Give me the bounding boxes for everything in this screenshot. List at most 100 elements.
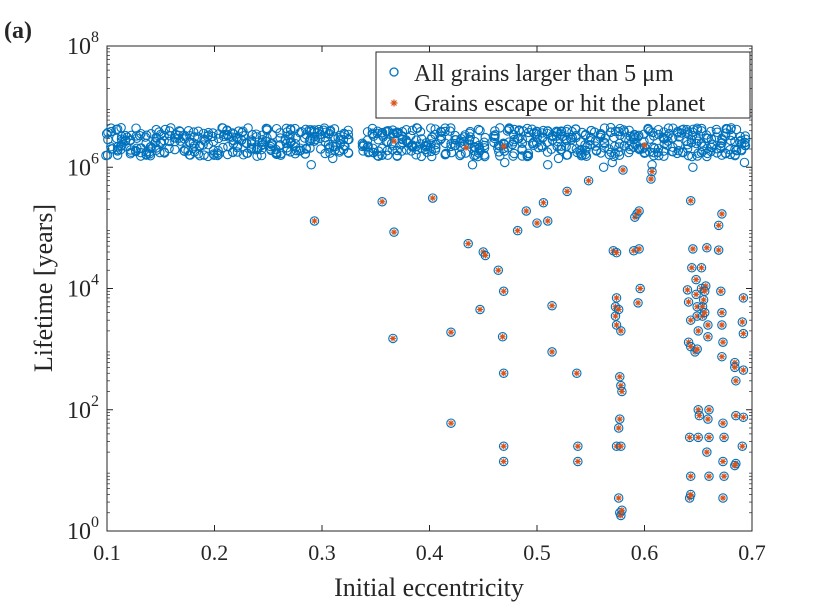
grain-point <box>618 165 628 175</box>
grain-point <box>203 139 214 150</box>
dense-band-points <box>101 122 751 162</box>
grain-point <box>387 129 398 139</box>
grain-point <box>718 493 728 503</box>
y-tick-exponent: 2 <box>91 393 99 410</box>
grain-point <box>441 149 451 159</box>
grain-point <box>691 289 701 300</box>
grain-point <box>730 144 740 155</box>
grain-point <box>635 283 645 294</box>
escape-hit-point <box>615 424 622 431</box>
grain-point <box>522 123 533 134</box>
y-tick-exponent: 8 <box>91 29 99 46</box>
grain-point <box>343 129 354 140</box>
escape-hit-point <box>721 473 728 480</box>
grain-point <box>672 126 683 137</box>
grain-point <box>304 125 315 135</box>
grain-point <box>737 441 748 451</box>
grain-point <box>713 220 724 231</box>
escape-hit-point <box>719 420 726 427</box>
grain-point <box>702 447 712 457</box>
escape-hit-point <box>701 288 708 295</box>
grain-point <box>739 157 750 168</box>
grain-point <box>704 404 714 415</box>
grain-point <box>556 129 566 139</box>
grain-point <box>300 149 311 159</box>
escape-hit-point <box>687 343 694 350</box>
grain-point <box>619 127 630 137</box>
grain-point <box>199 150 209 160</box>
escape-hit-point <box>700 296 707 303</box>
grain-point <box>523 151 534 161</box>
escape-hit-point <box>739 319 746 326</box>
grain-point <box>430 124 441 134</box>
escape-hit-point <box>613 321 620 328</box>
grain-point <box>718 418 728 428</box>
escape-hit-point <box>649 168 656 175</box>
grain-point <box>473 151 483 162</box>
grain-point <box>542 137 552 147</box>
grain-point <box>276 150 286 160</box>
escape-hit-point <box>685 298 692 305</box>
grain-point <box>725 145 735 155</box>
grain-point <box>613 423 624 433</box>
escape-hit-point <box>500 443 507 450</box>
grain-point <box>490 126 500 136</box>
escape-hit-point <box>636 207 643 214</box>
grain-point <box>135 130 145 141</box>
escape-hit-point <box>500 143 507 150</box>
grain-point <box>455 150 465 161</box>
grain-point <box>687 262 697 273</box>
y-tick-label: 106 <box>67 150 99 181</box>
grain-point <box>509 124 520 135</box>
escape-hit-point <box>379 198 386 205</box>
grain-point <box>232 147 243 157</box>
grain-point <box>653 124 664 135</box>
grain-point <box>440 123 450 133</box>
grain-point <box>362 127 373 137</box>
x-tick-label: 0.6 <box>631 540 659 565</box>
grain-point <box>159 147 169 157</box>
grain-point <box>479 137 489 148</box>
grain-point <box>703 332 713 342</box>
grain-point <box>599 143 610 153</box>
grain-point <box>372 150 383 161</box>
x-axis-label: Initial eccentricity <box>334 573 524 602</box>
grain-point <box>547 347 557 357</box>
grain-point <box>217 123 227 133</box>
grain-point <box>116 122 126 133</box>
grain-point <box>338 134 349 145</box>
y-tick-label: 100 <box>67 514 99 545</box>
grain-point <box>615 414 625 424</box>
grain-point <box>207 131 218 142</box>
grain-point <box>551 127 561 137</box>
grain-point <box>532 127 542 137</box>
escape-hit-point <box>718 353 725 360</box>
grain-point <box>252 151 262 161</box>
escape-hit-point <box>688 264 695 271</box>
grain-point <box>473 124 484 135</box>
grain-point <box>716 286 726 297</box>
escape-hit-point <box>477 306 484 313</box>
escape-hit-point <box>718 309 725 316</box>
grain-point <box>703 320 713 330</box>
grain-point <box>446 418 456 428</box>
grain-point <box>687 151 697 162</box>
escape-hit-point <box>706 406 712 413</box>
grain-point <box>357 141 368 152</box>
y-tick-label: 108 <box>67 29 99 60</box>
grain-point <box>703 414 713 424</box>
escape-hit-point <box>574 443 581 450</box>
grain-point <box>305 143 315 153</box>
grain-point <box>683 129 693 140</box>
grain-point <box>546 144 557 154</box>
escape-hit-point <box>514 227 521 234</box>
grain-point <box>463 238 473 249</box>
grain-point <box>125 145 136 155</box>
grain-point <box>616 326 626 336</box>
legend-circle-marker <box>389 67 399 77</box>
grain-point <box>285 125 296 135</box>
grain-point <box>704 432 714 443</box>
grain-point <box>691 138 702 149</box>
grain-point <box>498 368 509 379</box>
